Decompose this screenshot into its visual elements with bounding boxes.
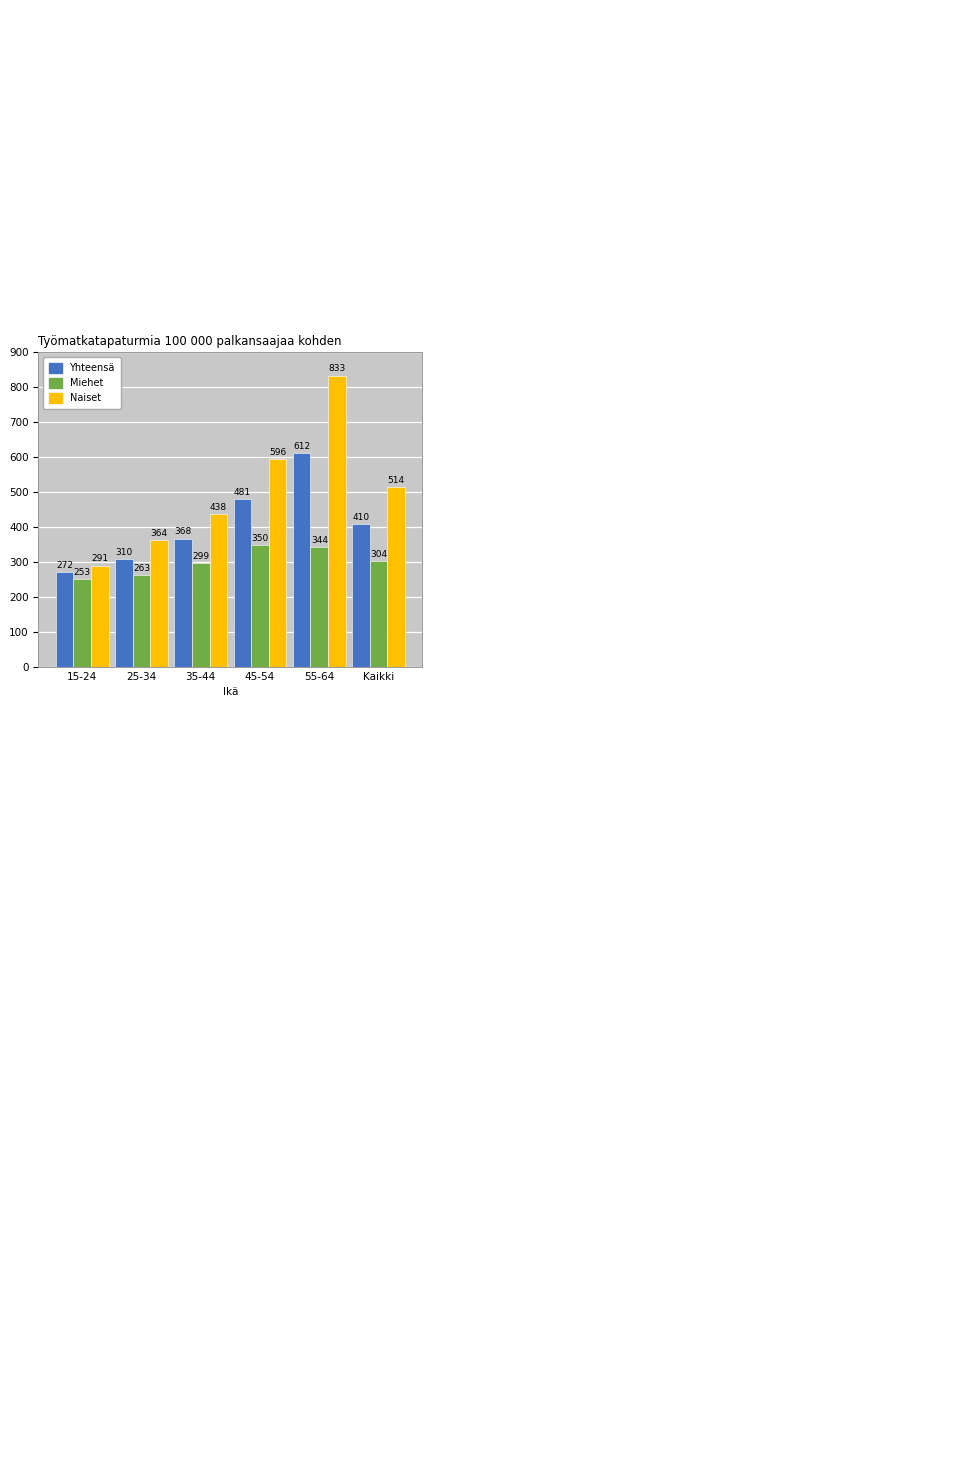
Text: 481: 481 (234, 489, 251, 497)
Bar (252, 544, 269, 667)
Text: 612: 612 (293, 442, 310, 450)
Bar (370, 560, 387, 667)
Text: 299: 299 (192, 552, 209, 560)
Bar (192, 563, 209, 667)
Bar (310, 547, 328, 667)
Bar (91, 565, 108, 667)
Text: 253: 253 (74, 568, 91, 577)
Text: 304: 304 (370, 550, 387, 559)
Legend: Yhteensä, Miehet, Naiset: Yhteensä, Miehet, Naiset (43, 356, 121, 409)
Text: 514: 514 (388, 477, 405, 486)
Bar (269, 459, 286, 667)
Text: 291: 291 (91, 555, 108, 563)
Text: 263: 263 (132, 565, 150, 574)
Text: 368: 368 (175, 528, 192, 537)
Bar (115, 559, 132, 667)
Bar (209, 513, 228, 667)
Bar (132, 575, 151, 667)
Bar (328, 376, 346, 667)
Text: 410: 410 (352, 512, 370, 522)
Text: 596: 596 (269, 447, 286, 456)
Text: Työmatkatapaturmia 100 000 palkansaajaa kohden: Työmatkatapaturmia 100 000 palkansaajaa … (38, 334, 342, 348)
Bar (74, 579, 91, 667)
Bar (352, 524, 370, 667)
Text: 833: 833 (328, 364, 346, 374)
Text: 344: 344 (311, 535, 327, 544)
Text: 272: 272 (56, 560, 73, 571)
Text: 350: 350 (252, 534, 269, 543)
Bar (151, 540, 168, 667)
Bar (293, 453, 310, 667)
Bar (233, 499, 252, 667)
Bar (387, 487, 405, 667)
X-axis label: Ikä: Ikä (223, 687, 238, 697)
Text: 364: 364 (151, 528, 168, 538)
Bar (56, 572, 74, 667)
Bar (175, 538, 192, 667)
Text: 438: 438 (210, 503, 227, 512)
Text: 310: 310 (115, 547, 132, 557)
